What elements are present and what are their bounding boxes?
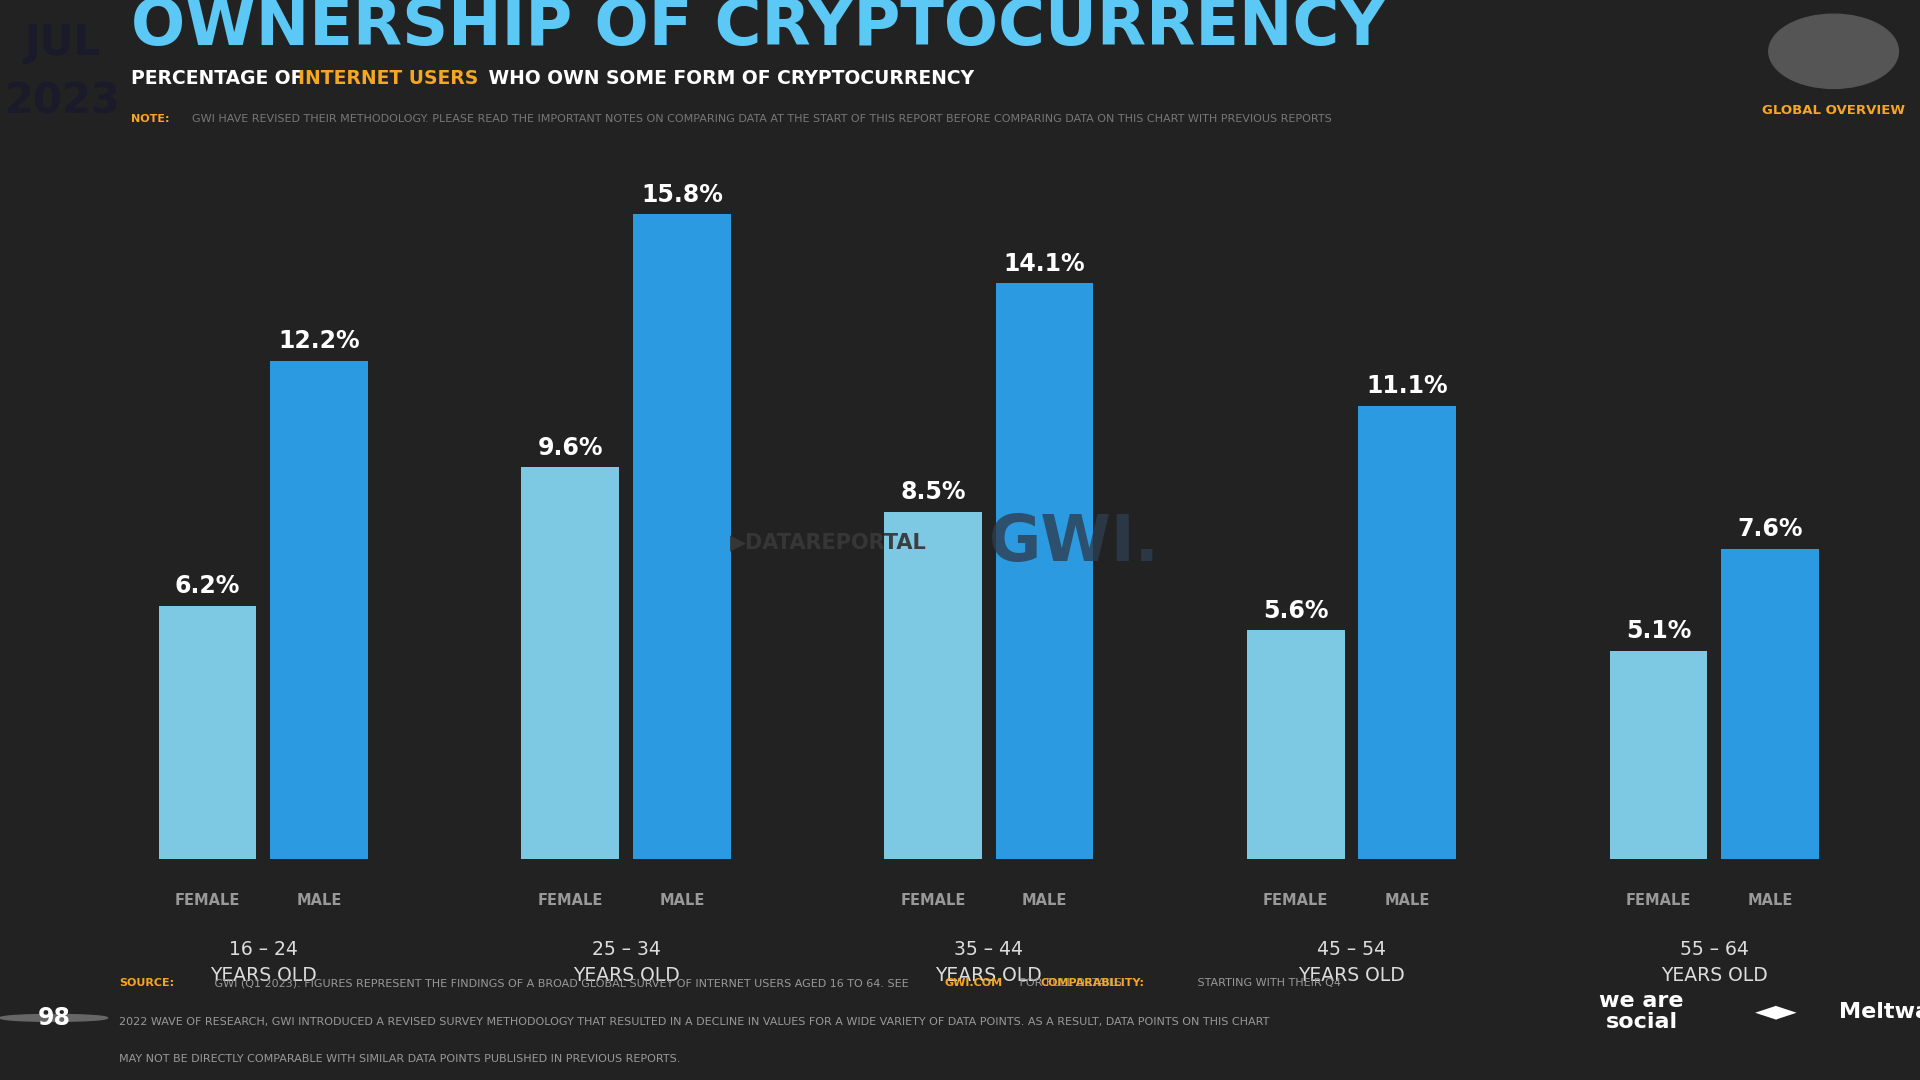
Text: MALE: MALE	[1384, 893, 1430, 908]
Text: FOR FULL DETAILS.: FOR FULL DETAILS.	[1016, 978, 1129, 988]
Text: GWI.COM: GWI.COM	[945, 978, 1002, 988]
Text: MALE: MALE	[296, 893, 342, 908]
Text: GLOBAL OVERVIEW: GLOBAL OVERVIEW	[1763, 104, 1905, 118]
Text: Meltwater: Meltwater	[1839, 1001, 1920, 1022]
Text: MAY NOT BE DIRECTLY COMPARABLE WITH SIMILAR DATA POINTS PUBLISHED IN PREVIOUS RE: MAY NOT BE DIRECTLY COMPARABLE WITH SIMI…	[119, 1054, 680, 1064]
Text: JUL: JUL	[25, 23, 100, 64]
Text: 2023: 2023	[4, 80, 121, 122]
Text: 7.6%: 7.6%	[1738, 517, 1803, 541]
Text: FEMALE: FEMALE	[1263, 893, 1329, 908]
Bar	[634, 214, 732, 859]
Ellipse shape	[1768, 14, 1899, 89]
Bar	[996, 283, 1092, 859]
Text: 16 – 24
YEARS OLD: 16 – 24 YEARS OLD	[209, 940, 317, 985]
Text: SOURCE:: SOURCE:	[119, 978, 175, 988]
Text: OWNERSHIP OF CRYPTOCURRENCY: OWNERSHIP OF CRYPTOCURRENCY	[131, 0, 1384, 58]
Text: COMPARABILITY:: COMPARABILITY:	[1041, 978, 1144, 988]
Bar	[522, 467, 618, 859]
Text: 98: 98	[36, 1005, 71, 1030]
Bar	[1720, 549, 1818, 859]
Text: MALE: MALE	[1747, 893, 1793, 908]
Bar	[1246, 630, 1344, 859]
Text: 2022 WAVE OF RESEARCH, GWI INTRODUCED A REVISED SURVEY METHODOLOGY THAT RESULTED: 2022 WAVE OF RESEARCH, GWI INTRODUCED A …	[119, 1016, 1269, 1027]
Text: ▶DATAREPORTAL: ▶DATAREPORTAL	[730, 532, 927, 553]
Bar	[1359, 406, 1455, 859]
Text: 6.2%: 6.2%	[175, 575, 240, 598]
Text: 5.6%: 5.6%	[1263, 598, 1329, 623]
Text: 55 – 64
YEARS OLD: 55 – 64 YEARS OLD	[1661, 940, 1768, 985]
Text: 5.1%: 5.1%	[1626, 619, 1692, 644]
Text: GWI.: GWI.	[989, 512, 1160, 573]
Bar	[271, 361, 369, 859]
Bar	[1609, 650, 1707, 859]
Text: GWI HAVE REVISED THEIR METHODOLOGY. PLEASE READ THE IMPORTANT NOTES ON COMPARING: GWI HAVE REVISED THEIR METHODOLOGY. PLEA…	[192, 113, 1332, 124]
Text: 14.1%: 14.1%	[1004, 252, 1085, 276]
Text: FEMALE: FEMALE	[538, 893, 603, 908]
Circle shape	[0, 1014, 108, 1022]
Text: 9.6%: 9.6%	[538, 435, 603, 460]
Text: PERCENTAGE OF: PERCENTAGE OF	[131, 69, 309, 87]
Text: ◄►: ◄►	[1755, 998, 1797, 1026]
Text: MALE: MALE	[1021, 893, 1068, 908]
Text: STARTING WITH THEIR Q4: STARTING WITH THEIR Q4	[1194, 978, 1342, 988]
Text: 8.5%: 8.5%	[900, 481, 966, 504]
Text: INTERNET USERS: INTERNET USERS	[298, 69, 478, 87]
Text: NOTE:: NOTE:	[131, 113, 173, 124]
Text: MALE: MALE	[659, 893, 705, 908]
Text: GWI (Q1 2023). FIGURES REPRESENT THE FINDINGS OF A BROAD GLOBAL SURVEY OF INTERN: GWI (Q1 2023). FIGURES REPRESENT THE FIN…	[211, 978, 912, 988]
Text: 15.8%: 15.8%	[641, 183, 722, 206]
Text: 35 – 44
YEARS OLD: 35 – 44 YEARS OLD	[935, 940, 1043, 985]
Text: 45 – 54
YEARS OLD: 45 – 54 YEARS OLD	[1298, 940, 1405, 985]
Bar	[159, 606, 257, 859]
Text: we are
social: we are social	[1599, 990, 1684, 1032]
Text: 25 – 34
YEARS OLD: 25 – 34 YEARS OLD	[572, 940, 680, 985]
Text: 12.2%: 12.2%	[278, 329, 361, 353]
Text: FEMALE: FEMALE	[900, 893, 966, 908]
Text: 11.1%: 11.1%	[1367, 375, 1448, 399]
Text: FEMALE: FEMALE	[1626, 893, 1692, 908]
Text: WHO OWN SOME FORM OF CRYPTOCURRENCY: WHO OWN SOME FORM OF CRYPTOCURRENCY	[482, 69, 973, 87]
Text: FEMALE: FEMALE	[175, 893, 240, 908]
Bar	[885, 512, 981, 859]
